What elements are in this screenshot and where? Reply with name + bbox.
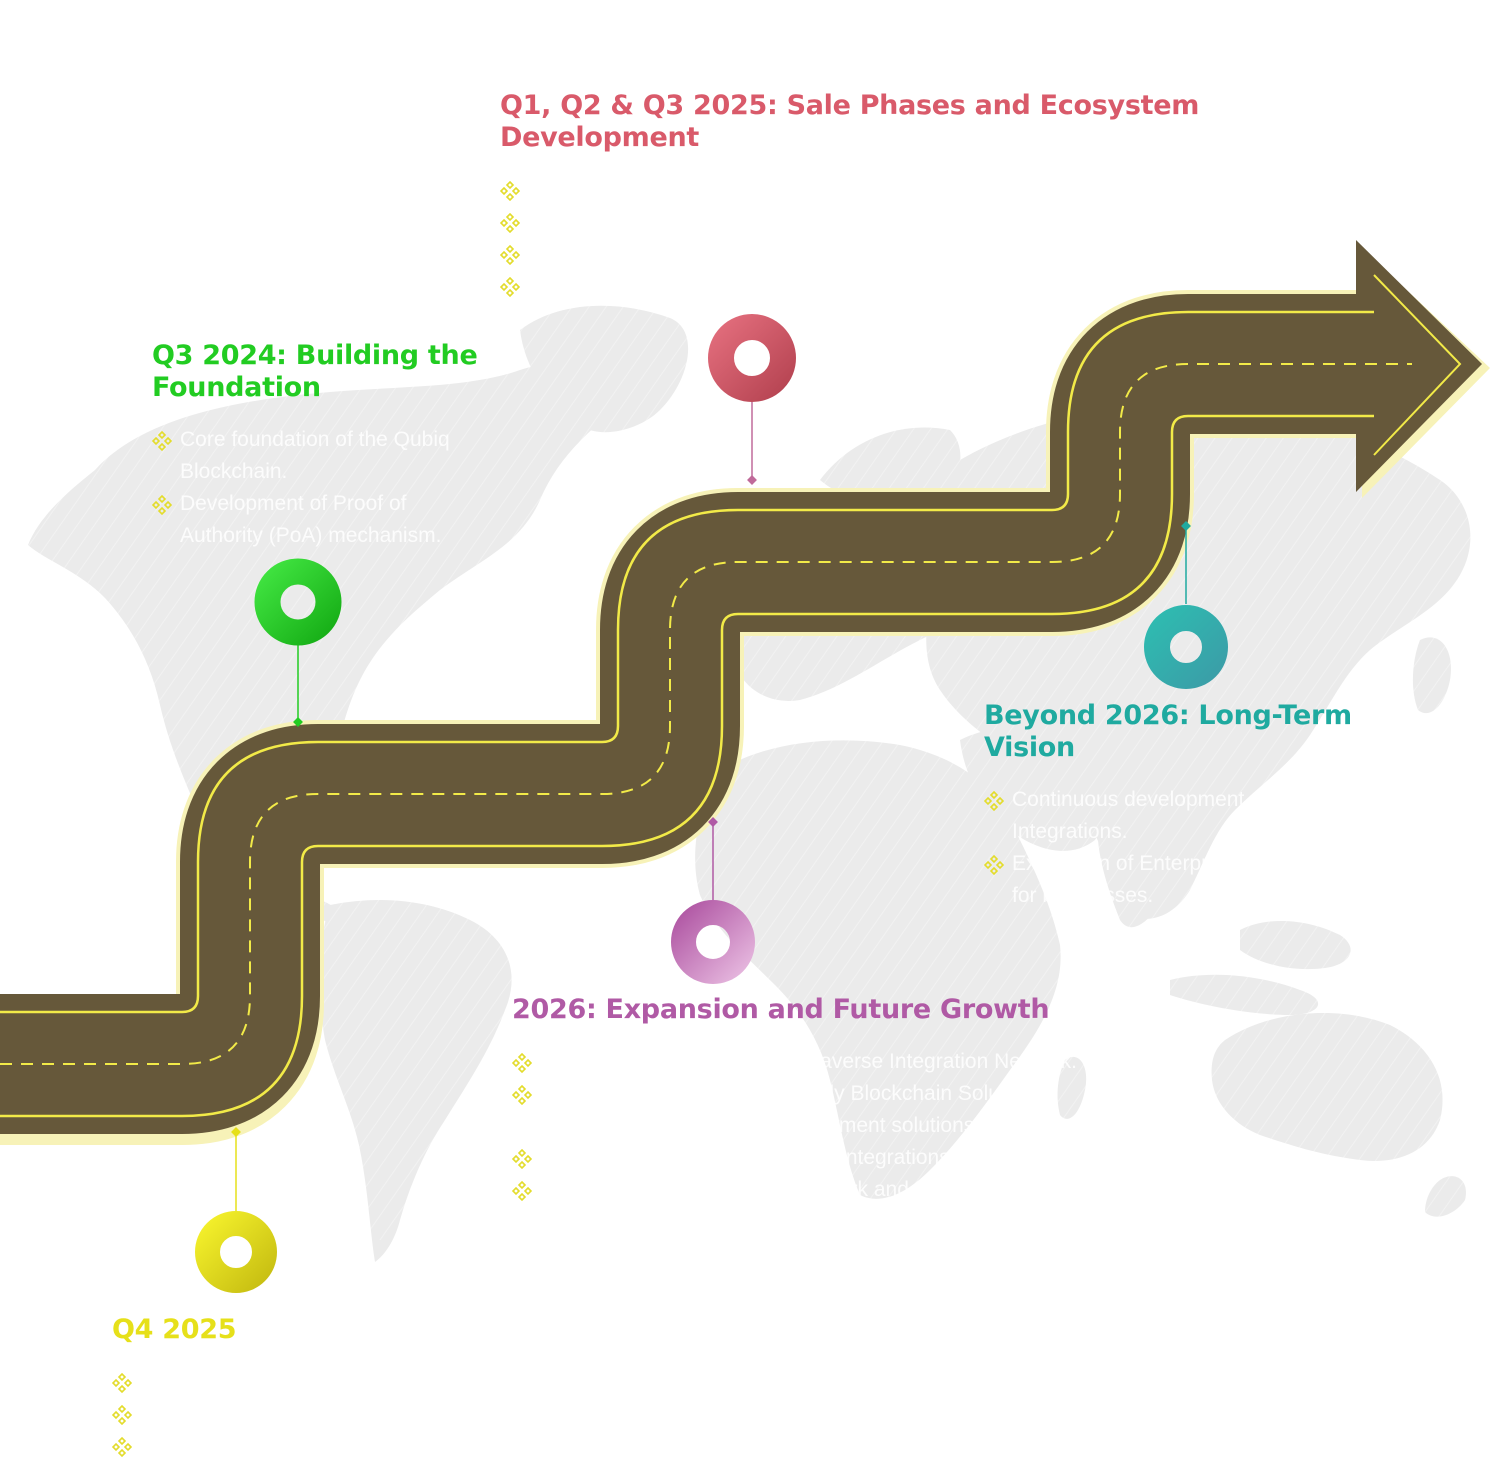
diamond-bullet-icon — [499, 243, 521, 266]
diamond-bullet-icon — [111, 1435, 133, 1458]
marker-diamond — [747, 475, 757, 485]
diamond-bullet-icon — [511, 1147, 533, 1170]
list-item-text: Launch of Mainnet Blockchain. — [140, 1370, 427, 1393]
road-arrow-edge — [1373, 274, 1462, 456]
diamond-bullet-icon — [983, 853, 1005, 876]
list-item-text: Development of Software Integration Netw… — [140, 1402, 570, 1425]
diamond-bullet-icon — [983, 789, 1005, 812]
list-item: Start Sale starts and ends on January 31… — [499, 174, 1200, 206]
list-item-text: Q4 2026: Expansion of the network and ec… — [540, 1178, 1016, 1233]
list-item: Development of Proof of Authority (PoA) … — [151, 488, 482, 552]
marker-ring — [708, 314, 796, 402]
list-item-text: Continuous development of AI and IoT Int… — [1012, 788, 1369, 843]
list-item: Qubiq Exchange listings and Airdrops 202… — [111, 1430, 712, 1462]
diamond-bullet-icon — [511, 1051, 533, 1074]
marker-diamond — [708, 817, 718, 827]
list-item: Q2 2026: Rollout of Eco-Friendly Blockch… — [511, 1078, 1132, 1142]
list-item-text: Expansion of Enterprise tools globally f… — [1012, 852, 1363, 907]
marker-diamond — [293, 717, 303, 727]
road-body — [0, 294, 1382, 1134]
phase-title: Q4 2025 — [112, 1314, 237, 1345]
phase-items: Continuous development of AI and IoT Int… — [983, 784, 1384, 912]
marker-2026[interactable] — [671, 817, 755, 984]
marker-q1-q3-2025[interactable] — [708, 314, 796, 485]
marker-ring — [1144, 605, 1228, 689]
list-item-text: Q3 2026: Cross-chain and DeFi integratio… — [540, 1146, 1059, 1169]
marker-ring — [254, 558, 342, 646]
roadmap-road — [0, 240, 1490, 1145]
phase-title: Q3 2024: Building the Foundation — [152, 340, 478, 403]
list-item-text: Q2 2026: Rollout of Eco-Friendly Blockch… — [540, 1082, 1051, 1137]
marker-beyond-2026[interactable] — [1144, 521, 1228, 689]
phase-items: Launch of Mainnet Blockchain. Developmen… — [111, 1366, 712, 1462]
phase-q4-2025: Q4 2025 Launch of Mainnet Blockchain. De… — [111, 1314, 712, 1462]
list-item-text: Development of Proof of Authority (PoA) … — [180, 492, 442, 547]
diamond-bullet-icon — [111, 1371, 133, 1394]
list-item: Development of Software Integration Netw… — [111, 1398, 712, 1430]
diamond-bullet-icon — [499, 179, 521, 202]
list-item-text: Launch of Network Nodes. — [528, 274, 776, 297]
diamond-bullet-icon — [151, 429, 173, 452]
list-item: Launch of Network Nodes. — [499, 270, 1200, 302]
list-item: Core foundation of the Qubiq Blockchain. — [151, 424, 482, 488]
phase-2026: 2026: Expansion and Future Growth Q1 202… — [511, 994, 1132, 1238]
phase-title: Q1, Q2 & Q3 2025: Sale Phases and Ecosys… — [500, 90, 1200, 153]
marker-q4-2025[interactable] — [195, 1127, 277, 1293]
phase-beyond-2026: Beyond 2026: Long-Term Vision Continuous… — [983, 700, 1384, 912]
list-item: Q1 2026: Development of Metaverse Integr… — [511, 1046, 1132, 1078]
list-item: Launch of DApp Apps. — [499, 238, 1200, 270]
list-item: Q4 2026: Expansion of the network and ec… — [511, 1174, 1132, 1238]
phase-title: Beyond 2026: Long-Term Vision — [984, 700, 1352, 763]
diamond-bullet-icon — [151, 493, 173, 516]
list-item: Continuous development of AI and IoT Int… — [983, 784, 1384, 848]
road-arrow-head — [1356, 240, 1482, 492]
road-edge-line — [0, 414, 1374, 1118]
road-edge-line — [0, 310, 1374, 1014]
list-item-text: Start Sale starts and ends on January 31… — [528, 178, 967, 201]
phase-items: Start Sale starts and ends on January 31… — [499, 174, 1200, 302]
marker-diamond — [231, 1127, 241, 1137]
list-item: Expansion of Enterprise tools globally f… — [983, 848, 1384, 912]
diamond-bullet-icon — [511, 1179, 533, 1202]
list-item: Launch of Mainnet Blockchain. — [111, 1366, 712, 1398]
diamond-bullet-icon — [511, 1083, 533, 1106]
phase-title: 2026: Expansion and Future Growth — [512, 994, 1050, 1025]
phase-items: Core foundation of the Qubiq Blockchain.… — [151, 424, 482, 552]
list-item-text: Q1 2026: Development of Metaverse Integr… — [540, 1050, 1077, 1073]
diamond-bullet-icon — [499, 211, 521, 234]
marker-q3-2024[interactable] — [254, 558, 342, 727]
list-item-text: Launch Qubiq Wallet. — [528, 210, 729, 233]
phase-items: Q1 2026: Development of Metaverse Integr… — [511, 1046, 1132, 1238]
list-item-text: Qubiq Exchange listings and Airdrops 202… — [140, 1434, 548, 1457]
marker-diamond — [1181, 521, 1191, 531]
list-item: Launch Qubiq Wallet. — [499, 206, 1200, 238]
phase-q3-2024: Q3 2024: Building the Foundation Core fo… — [151, 340, 482, 552]
list-item-text: Core foundation of the Qubiq Blockchain. — [180, 428, 450, 483]
list-item: Q3 2026: Cross-chain and DeFi integratio… — [511, 1142, 1132, 1174]
phase-q1-q3-2025: Q1, Q2 & Q3 2025: Sale Phases and Ecosys… — [499, 90, 1200, 302]
diamond-bullet-icon — [111, 1403, 133, 1426]
marker-ring — [671, 900, 755, 984]
diamond-bullet-icon — [499, 275, 521, 298]
marker-ring — [195, 1211, 277, 1293]
list-item-text: Launch of DApp Apps. — [528, 242, 737, 265]
